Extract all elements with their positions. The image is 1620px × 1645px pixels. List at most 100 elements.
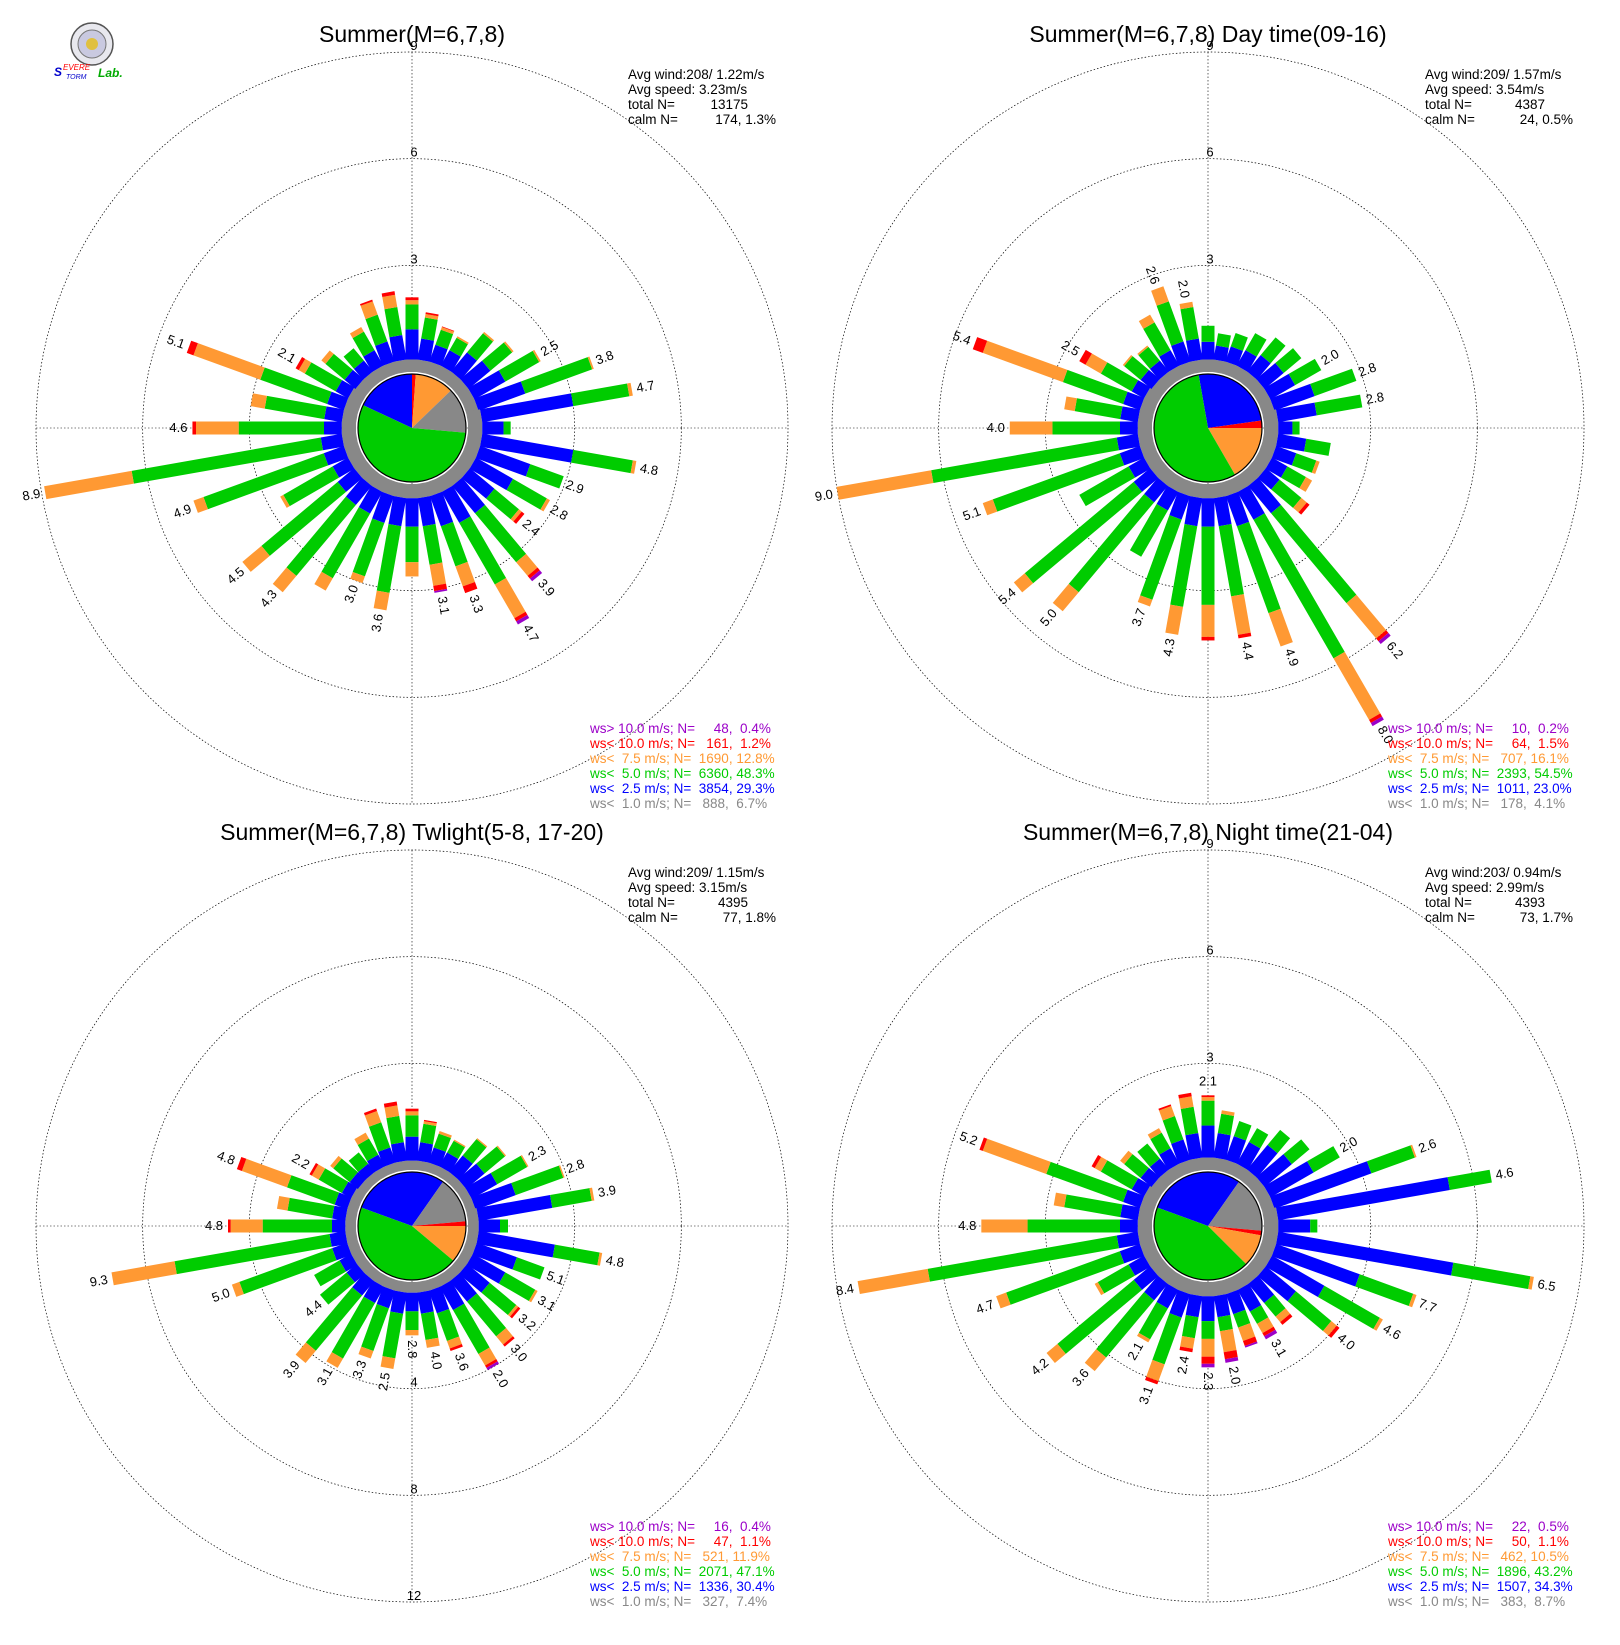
bar-segment-lt5 [1201, 1321, 1215, 1339]
bar-segment-lt10 [1091, 1155, 1102, 1169]
ring-3 [248, 264, 576, 592]
calm-n-label: calm N= [628, 910, 678, 925]
wind-bar-10 [415, 312, 439, 374]
bar-segment-lt1 [1211, 482, 1227, 499]
bar-segment-lt7_5 [1085, 353, 1108, 374]
bar-segment-lt7_5 [1122, 355, 1133, 367]
bar-segment-lt7_5 [1293, 497, 1307, 513]
wind-bar-180 [405, 1282, 419, 1336]
bar-segment-lt7_5 [446, 1336, 462, 1349]
bar-segment-lt1 [1263, 421, 1279, 435]
bar-segment-lt7_5 [1528, 1276, 1534, 1290]
bar-segment-lt5 [260, 367, 332, 405]
wind-bar-230 [1046, 1257, 1170, 1363]
bar-segment-lt1 [1189, 1157, 1205, 1172]
ring-label: 3 [410, 251, 417, 266]
direction-value-label: 4.4 [1239, 641, 1257, 661]
bar-segment-lt7_5 [1299, 477, 1313, 492]
bar-segment-lt7_5 [1201, 1097, 1215, 1101]
bar-segment-lt7_5 [405, 562, 419, 577]
bar-segment-lt7_5 [1373, 1317, 1383, 1331]
bar-segment-lt2_5 [1225, 1136, 1247, 1164]
logo-text-storm: TORM [66, 74, 87, 81]
wind-bar-270 [1009, 421, 1153, 435]
bar-segment-lt2_5 [429, 491, 454, 527]
wind-bar-100 [1262, 431, 1331, 456]
bar-segment-lt5 [1150, 1132, 1171, 1155]
bar-segment-lt5 [436, 1308, 460, 1341]
bar-segment-lt7_5 [1009, 421, 1053, 435]
bar-segment-lt2_5 [1276, 433, 1307, 452]
direction-value-label: 2.1 [1199, 1073, 1217, 1088]
legend-entry-lt1: ws< 1.0 m/s; N= 327, 7.4% [589, 1594, 767, 1609]
bar-segment-lt5 [1292, 421, 1300, 435]
bar-segment-lt7_5 [349, 326, 364, 339]
wind-bar-30 [1230, 333, 1267, 383]
bar-segment-lt5 [1140, 515, 1182, 600]
bar-segment-lt5 [1180, 306, 1199, 341]
avg-speed-text: Avg speed: 2.99m/s [1425, 880, 1544, 895]
legend-entry-lt5: ws< 5.0 m/s; N= 1896, 43.2% [1387, 1564, 1573, 1579]
bar-segment-lt2_5 [1186, 338, 1203, 362]
wind-bar-280 [1064, 396, 1154, 425]
bar-segment-lt2_5 [1225, 346, 1243, 366]
bar-segment-lt7_5 [382, 294, 398, 310]
bar-segment-lt5 [1137, 1143, 1160, 1167]
bar-segment-lt2_5 [324, 421, 342, 435]
bar-segment-lt10 [405, 1108, 419, 1112]
bar-segment-lt5 [421, 317, 438, 341]
pie-slice-lt2_5 [1208, 374, 1262, 428]
bar-segment-lt7_5 [1137, 1332, 1151, 1343]
bar-segment-lt7_5 [1410, 1144, 1417, 1158]
wind-bar-170 [1211, 482, 1252, 639]
bar-segment-gt10 [1370, 716, 1384, 727]
total-n-value: 4393 [1515, 895, 1545, 910]
bar-segment-lt2_5 [474, 381, 526, 411]
bar-segment-lt5 [1024, 481, 1143, 584]
bar-segment-lt1 [1246, 1257, 1266, 1277]
wind-bar-70 [462, 1165, 565, 1213]
bar-segment-lt5 [1218, 524, 1244, 597]
pie-slice-lt1 [412, 1181, 466, 1226]
bar-segment-lt5 [1271, 479, 1302, 508]
bar-segment-lt5 [1451, 1262, 1531, 1290]
pie-outline [1153, 1171, 1263, 1281]
bar-segment-lt2_5 [346, 1263, 366, 1283]
bar-segment-lt5 [512, 1257, 545, 1280]
pie-slice-lt7_5 [412, 1226, 466, 1261]
bar-segment-lt10 [1376, 630, 1389, 642]
bar-segment-lt10 [1201, 636, 1215, 641]
bar-segment-lt5 [331, 1296, 375, 1359]
direction-value-label: 4.8 [639, 460, 659, 478]
ring-label: 6 [410, 145, 417, 160]
bar-segment-lt5 [1201, 325, 1215, 342]
avg-wind-text: Avg wind:203/ 0.94m/s [1425, 865, 1562, 880]
bar-segment-lt2_5 [1236, 1141, 1261, 1170]
bar-segment-lt7_5 [836, 470, 934, 500]
wind-bar-30 [434, 336, 469, 383]
pie-slice-lt7_5 [412, 374, 451, 428]
bar-segment-lt1 [1189, 359, 1205, 374]
bar-segment-lt2_5 [476, 1195, 553, 1221]
bar-segment-lt5 [1253, 513, 1345, 659]
bar-segment-lt5 [1310, 368, 1357, 397]
bar-segment-lt5 [368, 1122, 391, 1152]
direction-value-label: 3.6 [1069, 1366, 1092, 1389]
bar-segment-lt7_5 [857, 1268, 930, 1294]
wind-bar-110 [462, 1239, 545, 1280]
bar-segment-lt1 [1201, 1282, 1215, 1297]
wind-bar-170 [415, 1280, 440, 1348]
bar-segment-lt7_5 [314, 571, 333, 591]
total-n-label: total N= [628, 895, 675, 910]
bar-segment-lt2_5 [1213, 496, 1232, 527]
bar-segment-lt7_5 [630, 460, 637, 474]
bar-segment-lt2_5 [460, 360, 491, 389]
bar-segment-lt2_5 [1270, 383, 1315, 411]
bar-segment-lt5 [506, 478, 547, 510]
bar-segment-lt2_5 [1120, 421, 1138, 435]
bar-segment-lt10 [309, 1163, 319, 1176]
wind-bar-300 [309, 1163, 367, 1204]
bar-segment-lt2_5 [352, 1272, 375, 1296]
bar-segment-lt2_5 [1133, 468, 1159, 492]
legend-entry-lt7_5: ws< 7.5 m/s; N= 521, 11.9% [589, 1549, 770, 1564]
